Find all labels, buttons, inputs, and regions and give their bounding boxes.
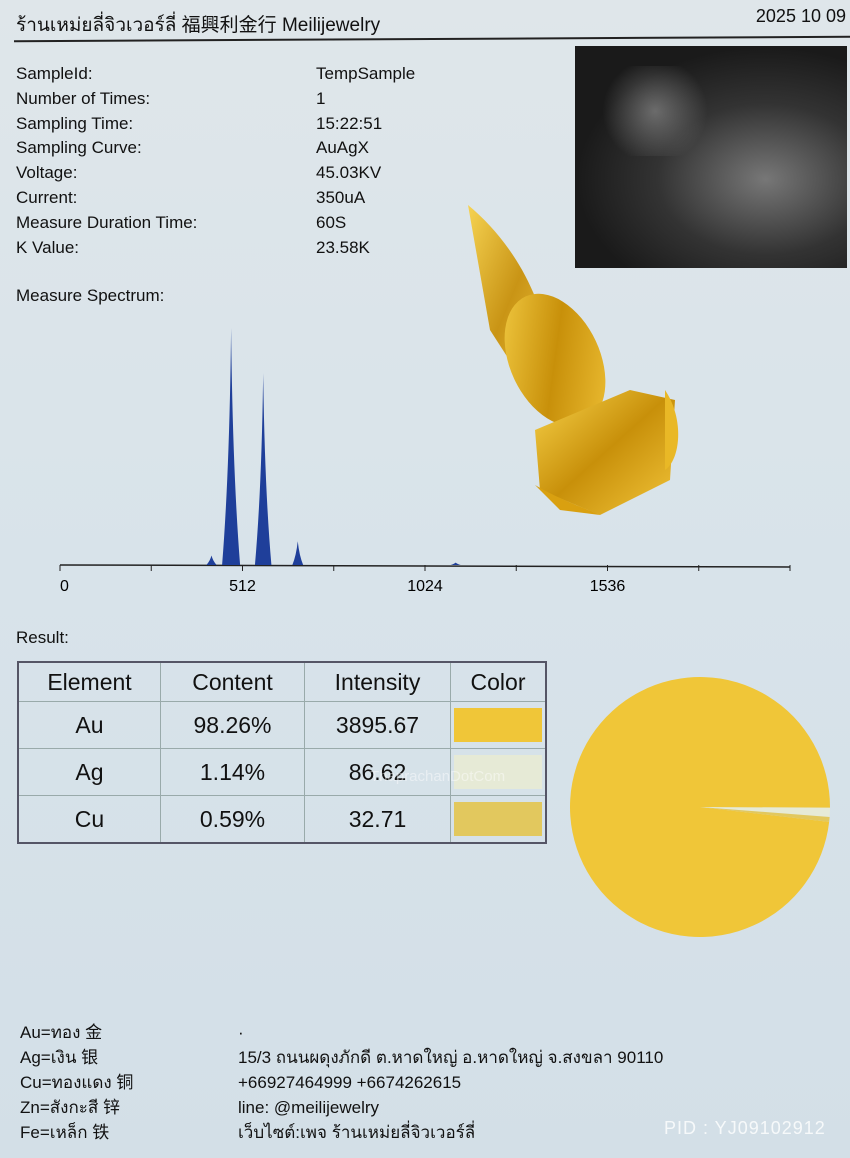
- element-legend: Au=ทอง 金 Ag=เงิน 银 Cu=ทองแดง 铜 Zn=สังกะส…: [20, 1020, 133, 1145]
- contact-line: line: @meilijewelry: [238, 1098, 380, 1117]
- info-value: 1: [316, 88, 326, 108]
- info-value: 350uA: [316, 187, 366, 207]
- color-cell: [450, 701, 547, 749]
- element-cell: Au: [17, 701, 161, 749]
- info-row: SampleId: TempSample: [16, 62, 415, 87]
- pie-slice-cu: [700, 807, 830, 822]
- x-tick-label: 1536: [590, 578, 626, 595]
- spectrum-peak: [222, 328, 241, 565]
- info-row: Voltage: 45.03KV: [16, 161, 415, 186]
- info-label: Current:: [16, 187, 78, 207]
- legend-item: Zn=สังกะสี 锌: [20, 1098, 120, 1117]
- spectrum-peak: [450, 562, 461, 565]
- legend-item: Fe=เหล็ก 铁: [20, 1123, 110, 1142]
- info-row: Measure Duration Time: 60S: [16, 211, 415, 236]
- color-swatch: [454, 802, 542, 836]
- color-swatch: [454, 755, 542, 789]
- intensity-cell: 32.71: [304, 795, 451, 844]
- header-content: Content: [160, 661, 305, 702]
- contact-website: เว็บไซต์:เพจ ร้านเหม่ยลี่จิวเวอร์ลี่: [238, 1123, 476, 1142]
- info-label: Sampling Curve:: [16, 138, 142, 158]
- contact-address: 15/3 ถนนผดุงภักดี ต.หาดใหญ่ อ.หาดใหญ่ จ.…: [238, 1048, 664, 1067]
- table-header-row: Element Content Intensity Color: [17, 661, 547, 702]
- legend-item: Au=ทอง 金: [20, 1023, 103, 1042]
- element-cell: Cu: [17, 795, 161, 844]
- content-cell: 0.59%: [160, 795, 305, 844]
- x-tick-label: 0: [60, 578, 69, 595]
- legend-item: Ag=เงิน 银: [20, 1048, 99, 1067]
- info-label: K Value:: [16, 237, 80, 257]
- intensity-cell: 3895.67: [304, 701, 451, 749]
- info-value: 45.03KV: [316, 163, 382, 183]
- info-row: Sampling Time: 15:22:51: [16, 112, 415, 137]
- spectrum-chart: 0 512 1024 1536: [59, 328, 791, 595]
- sample-info: SampleId: TempSample Number of Times: 1 Sa…: [16, 62, 415, 260]
- info-row: Current: 350uA: [16, 186, 415, 211]
- sample-camera-image: [575, 46, 847, 268]
- info-value: 15:22:51: [316, 113, 383, 133]
- info-label: Voltage:: [16, 163, 78, 183]
- legend-item: Cu=ทองแดง 铜: [20, 1073, 134, 1092]
- contact-info: · 15/3 ถนนผดุงภักดี ต.หาดใหญ่ อ.หาดใหญ่ …: [238, 1020, 663, 1145]
- x-tick-label: 512: [229, 578, 256, 595]
- content-cell: 1.14%: [160, 748, 305, 796]
- spectrum-peak: [254, 373, 272, 565]
- shop-title: ร้านเหม่ยลี่จิวเวอร์ลี่ 福興利金行 Meilijewel…: [16, 15, 381, 36]
- intensity-cell: 86.62: [304, 748, 451, 796]
- content-cell: 98.26%: [160, 701, 305, 749]
- color-cell: [450, 748, 547, 796]
- contact-phones: +66927464999 +6674262615: [238, 1073, 462, 1092]
- watermark: ThaprachanDotCom: [370, 768, 506, 785]
- spectrum-label: Measure Spectrum:: [16, 286, 165, 305]
- x-tick-label: 1024: [407, 578, 443, 595]
- info-label: Number of Times:: [16, 88, 151, 108]
- info-label: Sampling Time:: [16, 113, 134, 133]
- info-label: Measure Duration Time:: [16, 212, 198, 232]
- result-table: Element Content Intensity Color Au 98.26…: [17, 661, 547, 844]
- info-value: 60S: [316, 212, 347, 232]
- info-label: SampleId:: [16, 64, 93, 83]
- color-cell: [450, 795, 547, 844]
- table-row: Ag 1.14% 86.62: [17, 748, 547, 796]
- spectrum-peak: [292, 541, 304, 565]
- report-date: 2025 10 09: [755, 6, 846, 26]
- spectrum-peak: [206, 555, 217, 565]
- pie-slice-au: [569, 677, 830, 938]
- header-color: Color: [450, 661, 547, 702]
- info-value: AuAgX: [316, 138, 369, 158]
- table-row: Cu 0.59% 32.71: [17, 795, 547, 844]
- element-cell: Ag: [17, 748, 161, 796]
- pendant-photo: [468, 205, 679, 515]
- info-row: K Value: 23.58K: [16, 236, 415, 261]
- table-row: Au 98.26% 3895.67: [17, 701, 547, 749]
- contact-dot: ·: [238, 1023, 244, 1042]
- info-row: Number of Times: 1: [16, 87, 415, 112]
- pie-slice-ag: [700, 807, 830, 818]
- header-element: Element: [17, 661, 161, 702]
- info-value: TempSample: [316, 64, 416, 83]
- header-intensity: Intensity: [304, 661, 451, 702]
- info-value: 23.58K: [316, 237, 370, 257]
- info-row: Sampling Curve: AuAgX: [16, 136, 415, 161]
- composition-pie: [569, 677, 830, 938]
- color-swatch: [454, 708, 542, 742]
- result-label: Result:: [16, 628, 69, 647]
- photo-id: PID : YJ09102912: [664, 1118, 826, 1138]
